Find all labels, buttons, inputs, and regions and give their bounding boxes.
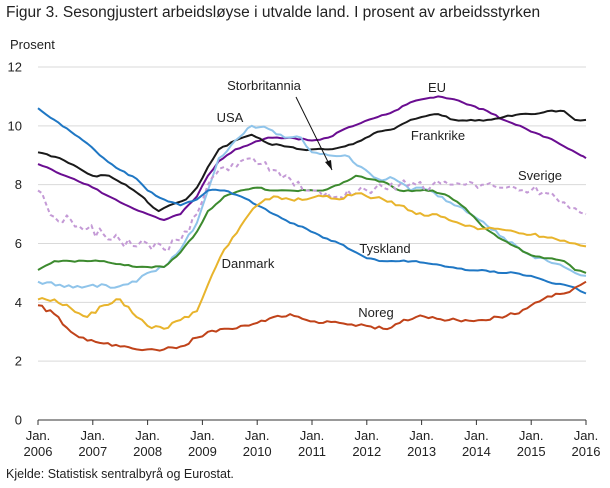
x-tick-label: Jan. 2012 [352,428,381,459]
y-tick-label: 12 [8,60,22,75]
y-tick-label: 10 [8,118,22,133]
y-axis-label: Prosent [10,37,55,52]
y-tick-labels: 0 2 4 6 8 10 12 [8,60,22,428]
x-tick-label: Jan. 2007 [78,428,107,459]
series-label-noreg: Noreg [358,305,393,320]
x-tick-label: Jan. 2006 [24,428,53,459]
x-tick-label: Jan. 2014 [462,428,491,459]
series-line-tyskland [37,107,587,295]
source-note: Kjelde: Statistisk sentralbyrå og Eurost… [6,467,234,481]
series-lines [37,95,587,352]
x-tick-label: Jan. 2010 [243,428,272,459]
chart-title: Figur 3. Sesongjustert arbeidsløyse i ut… [6,4,541,21]
y-tick-label: 0 [15,413,22,428]
series-line-eu [37,95,587,221]
series-label-danmark: Danmark [222,256,275,271]
series-labels: EU Frankrike USA Storbritannia Sverige Tyskla… [217,78,562,320]
x-tick-label: Jan. 2016 [572,428,601,459]
x-tick-label: Jan. 2013 [407,428,436,459]
storbritannia-arrow-line [295,96,333,171]
series-line-noreg [37,280,587,352]
y-tick-label: 2 [15,354,22,369]
series-label-eu: EU [428,80,446,95]
x-tick-label: Jan. 2011 [298,428,326,459]
series-label-usa: USA [217,110,244,125]
x-tick-label: Jan. 2009 [188,428,217,459]
series-line-danmark [37,192,587,330]
series-line-storbritannia [37,174,587,274]
storbritannia-arrow-head [325,160,332,170]
x-tick-label: Jan. 2008 [133,428,162,459]
series-line-sverige [37,157,587,252]
x-tick-labels: Jan. 2006 Jan. 2007 Jan. 2008 Jan. 2009 Jan. 2010… [24,428,601,459]
y-tick-label: 6 [15,236,22,251]
grid-lines [37,66,587,425]
series-label-storbritannia: Storbritannia [227,78,301,93]
series-label-sverige: Sverige [518,168,562,183]
series-line-usa [37,124,587,289]
y-tick-label: 8 [15,177,22,192]
x-tick-label: Jan. 2015 [517,428,546,459]
series-label-tyskland: Tyskland [359,241,410,256]
series-label-frankrike: Frankrike [411,128,465,143]
y-tick-label: 4 [15,295,22,310]
series-line-frankrike [37,109,587,213]
